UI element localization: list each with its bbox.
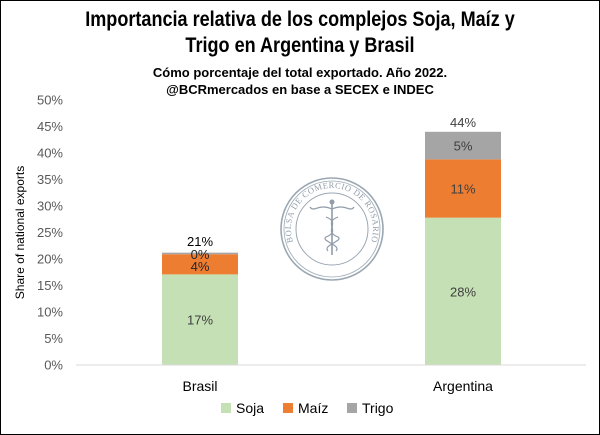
- y-tick-label: 40%: [37, 146, 63, 161]
- y-tick-label: 45%: [37, 119, 63, 134]
- x-tick-label: Brasil: [182, 378, 217, 394]
- data-label-trigo-argentina: 5%: [454, 139, 473, 154]
- data-label-maiz-argentina: 11%: [450, 182, 475, 197]
- seal-staff-knob: [329, 199, 335, 205]
- seal-outer-ring: [280, 177, 384, 281]
- legend-swatch-soja: [221, 403, 231, 413]
- watermark-seal: BOLSA DE COMERCIO DE ROSARIO: [280, 177, 384, 281]
- seal-wings: [309, 206, 355, 210]
- chart-subtitle-line-1: Cómo porcentaje del total exportado. Año…: [152, 65, 448, 80]
- data-label-soja-argentina: 28%: [450, 284, 476, 299]
- bar-soja-argentina: [425, 217, 501, 365]
- bar-maiz-brasil: [162, 254, 238, 275]
- y-tick-label: 0%: [44, 358, 63, 373]
- y-axis-title: Share of national exports: [13, 166, 27, 299]
- y-tick-label: 25%: [37, 225, 63, 240]
- legend-swatch-trigo: [347, 403, 357, 413]
- y-tick-label: 10%: [37, 305, 63, 320]
- seal-serpent-1: [325, 216, 340, 252]
- bar-trigo-argentina: [425, 131, 501, 160]
- bar-trigo-brasil: [162, 252, 238, 255]
- legend-label-soja: Soja: [236, 400, 264, 416]
- y-tick-label: 30%: [37, 199, 63, 214]
- y-tick-label: 35%: [37, 172, 63, 187]
- y-tick-label: 20%: [37, 252, 63, 267]
- seal-outer-ring-inner: [283, 180, 381, 278]
- y-tick-label: 15%: [37, 278, 63, 293]
- bar-maiz-argentina: [425, 159, 501, 218]
- chart-title-line-1: Importancia relativa de los complejos So…: [85, 8, 515, 31]
- seal-inner-ring: [295, 192, 369, 266]
- data-label-total-argentina: 44%: [450, 115, 476, 130]
- legend-label-maiz: Maíz: [298, 400, 328, 416]
- bar-soja-brasil: [162, 274, 238, 365]
- x-tick-label: Argentina: [433, 378, 493, 394]
- y-tick-label: 5%: [44, 331, 63, 346]
- data-label-total-brasil: 21%: [187, 234, 213, 249]
- seal-serpent-2: [324, 216, 339, 252]
- data-label-maiz-brasil: 4%: [191, 259, 210, 274]
- legend-swatch-maiz: [283, 403, 293, 413]
- data-label-soja-brasil: 17%: [187, 313, 213, 328]
- legend-label-trigo: Trigo: [362, 400, 394, 416]
- data-label-trigo-brasil: 0%: [191, 247, 210, 262]
- y-tick-label: 50%: [37, 93, 63, 108]
- chart-subtitle-line-2: @BCRmercados en base a SECEX e INDEC: [166, 82, 434, 97]
- chart-title-line-2: Trigo en Argentina y Brasil: [185, 34, 415, 57]
